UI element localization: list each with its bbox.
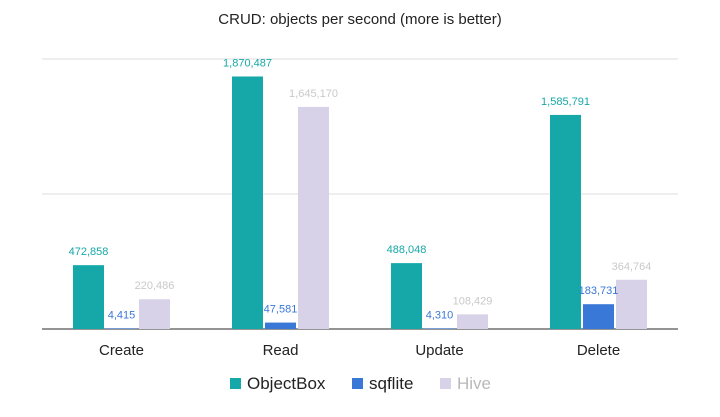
legend-swatch-hive (440, 378, 451, 389)
category-label-create: Create (99, 342, 144, 359)
data-label-objectbox-update: 488,048 (387, 244, 427, 256)
legend-swatch-sqflite (352, 378, 363, 389)
data-label-sqflite-update: 4,310 (426, 309, 454, 321)
data-label-sqflite-read: 47,581 (264, 304, 298, 316)
bar-sqflite-read (265, 322, 296, 329)
data-label-hive-create: 220,486 (135, 280, 175, 292)
bar-objectbox-create (73, 265, 104, 329)
bar-objectbox-delete (550, 114, 581, 329)
bar-objectbox-update (391, 263, 422, 329)
bar-hive-delete (616, 279, 647, 329)
category-label-update: Update (415, 342, 463, 359)
bar-sqflite-create (106, 328, 137, 329)
data-label-objectbox-create: 472,858 (69, 246, 109, 258)
legend-label-sqflite: sqflite (369, 374, 413, 393)
data-label-hive-delete: 364,764 (612, 261, 652, 273)
category-labels: Create Read Update Delete (99, 342, 620, 359)
legend-label-objectbox: ObjectBox (247, 374, 326, 393)
legend-swatch-objectbox (230, 378, 241, 389)
data-label-sqflite-create: 4,415 (108, 309, 136, 321)
bar-hive-create (139, 299, 170, 329)
bar-sqflite-delete (583, 304, 614, 329)
data-label-sqflite-delete: 183,731 (579, 285, 619, 297)
bars (73, 76, 647, 330)
bar-objectbox-read (232, 76, 263, 329)
legend-label-hive: Hive (457, 374, 491, 393)
data-label-objectbox-read: 1,870,487 (223, 57, 272, 69)
category-label-delete: Delete (577, 342, 620, 359)
category-label-read: Read (263, 342, 299, 359)
data-label-hive-read: 1,645,170 (289, 88, 338, 100)
chart-title: CRUD: objects per second (more is better… (218, 11, 501, 28)
bar-hive-update (457, 314, 488, 329)
bar-sqflite-update (424, 328, 455, 329)
data-label-objectbox-delete: 1,585,791 (541, 96, 590, 108)
legend: ObjectBox sqflite Hive (230, 374, 491, 393)
data-label-hive-update: 108,429 (453, 295, 493, 307)
bar-hive-read (298, 106, 329, 330)
data-labels: 472,858 4,415 220,486 1,870,487 47,581 1,645,… (69, 57, 652, 321)
